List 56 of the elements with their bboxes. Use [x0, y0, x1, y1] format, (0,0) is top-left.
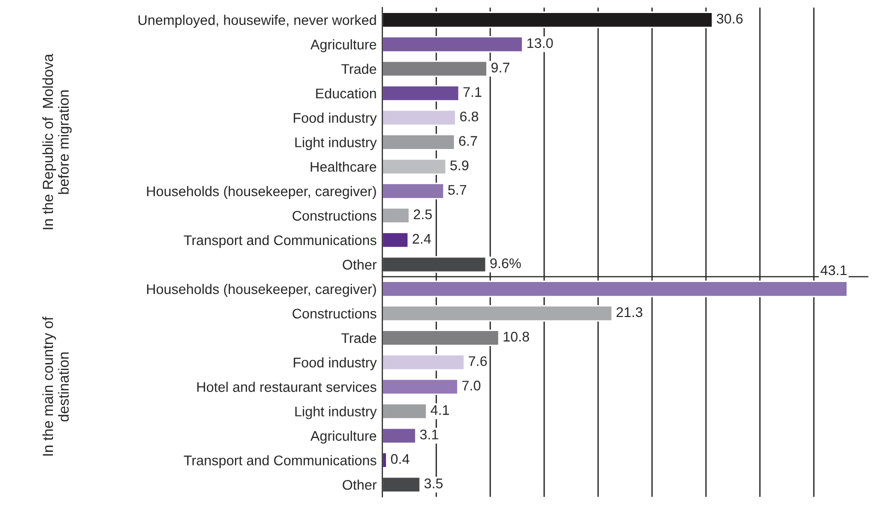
- y-tick-label: Other: [342, 259, 377, 270]
- data-label: 3.5: [424, 478, 443, 488]
- bar: [382, 182, 445, 200]
- bar: [382, 305, 613, 322]
- bar: [382, 354, 466, 371]
- y-axis-title: In the main country of destination: [42, 316, 69, 456]
- bar: [382, 330, 500, 346]
- bar: [382, 158, 447, 175]
- y-tick-label: Trade: [341, 332, 376, 344]
- y-tick-label: Households (housekeeper, caregiver): [147, 284, 376, 297]
- y-tick-label: Healthcare: [310, 162, 376, 172]
- bar: [382, 256, 487, 273]
- data-label: 9.6%: [490, 258, 521, 268]
- data-label: 0.4: [390, 454, 410, 464]
- y-tick-label: Transport and Communications: [184, 234, 376, 248]
- y-tick-label: Trade: [341, 64, 376, 74]
- data-label: 6.8: [460, 112, 478, 122]
- data-label: 6.7: [459, 136, 478, 146]
- y-tick-label: Other: [342, 480, 377, 490]
- bar: [382, 232, 409, 248]
- y-tick-label: Education: [316, 88, 376, 98]
- data-label: 10.8: [504, 332, 530, 342]
- y-tick-label: Constructions: [292, 210, 376, 221]
- y-tick-label: Food industry: [294, 112, 377, 126]
- data-label: 13.0: [527, 38, 553, 48]
- data-label: 30.6: [716, 14, 743, 24]
- data-label: 7.6: [468, 356, 487, 366]
- y-tick-label: Light industry: [295, 137, 377, 150]
- data-label: 43.1: [820, 265, 847, 276]
- y-tick-label: Transport and Communications: [184, 455, 376, 468]
- y-tick-label: Households (housekeeper, caregiver): [147, 186, 376, 199]
- y-tick-label: Agriculture: [310, 430, 376, 444]
- y-axis-title: In the Republic of Moldova before migration: [42, 54, 72, 230]
- bar: [382, 109, 456, 126]
- data-label: 21.3: [616, 307, 642, 318]
- bar: [382, 452, 388, 468]
- y-tick-label: Unemployed, housewife, never worked: [138, 14, 376, 28]
- y-tick-label: Agriculture: [310, 39, 376, 52]
- data-label: 5.7: [448, 185, 466, 195]
- bar: [382, 84, 460, 102]
- bar: [382, 207, 410, 224]
- y-tick-label: Constructions: [292, 308, 376, 319]
- y-tick-label: Light industry: [295, 406, 377, 420]
- data-label: 3.1: [420, 430, 438, 440]
- data-label: 2.5: [414, 209, 432, 220]
- data-label: 7.1: [463, 87, 482, 97]
- y-tick-label: Hotel and restaurant services: [197, 382, 376, 392]
- y-tick-label: Food industry: [294, 357, 377, 370]
- bar: [382, 378, 459, 396]
- data-label: 7.0: [462, 380, 480, 391]
- bar: [382, 134, 456, 150]
- data-label: 4.1: [430, 405, 449, 415]
- data-label: 5.9: [450, 160, 468, 170]
- bar: [382, 60, 488, 78]
- data-label: 2.4: [412, 234, 431, 244]
- data-label: 9.7: [491, 62, 510, 72]
